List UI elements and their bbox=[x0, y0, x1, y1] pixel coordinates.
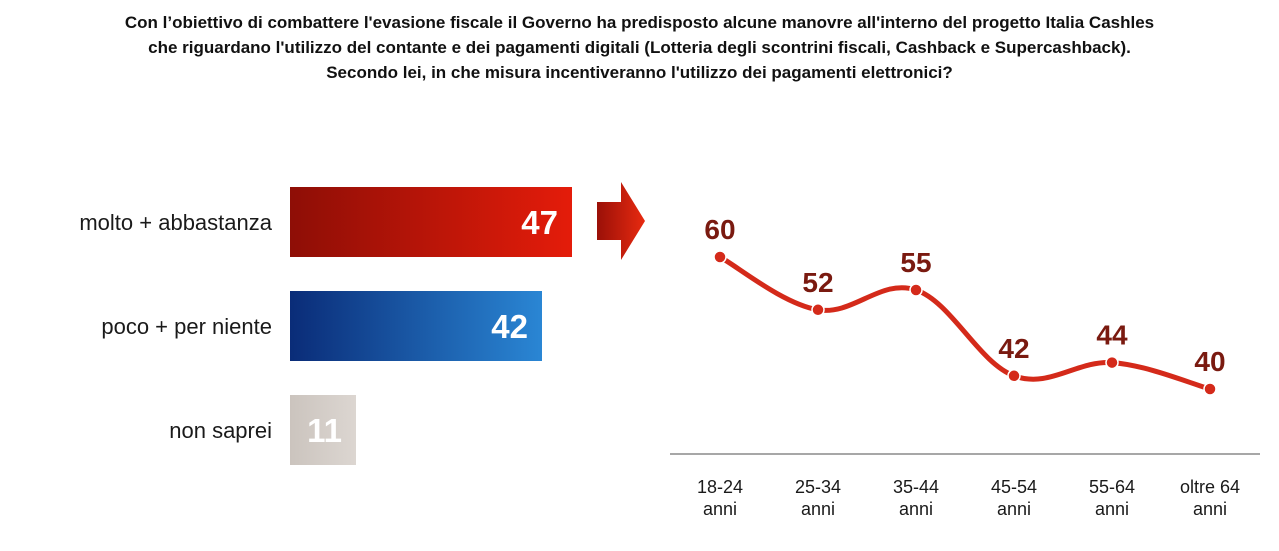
x-tick-label: anni bbox=[899, 499, 933, 519]
title-line-3: Secondo lei, in che misura incentiverann… bbox=[326, 63, 953, 82]
trend-point bbox=[811, 303, 825, 317]
bar-category-label-molto-abbastanza: molto + abbastanza bbox=[79, 210, 272, 235]
x-tick-label: anni bbox=[801, 499, 835, 519]
trend-line bbox=[717, 254, 1213, 392]
trend-value-label: 42 bbox=[998, 333, 1029, 364]
trend-value-label: 40 bbox=[1194, 346, 1225, 377]
x-tick-label: 45-54 bbox=[991, 477, 1037, 497]
x-tick-label: anni bbox=[1193, 499, 1227, 519]
x-tick-label: anni bbox=[1095, 499, 1129, 519]
bar-chart: molto + abbastanza 47 poco + per niente 42 n… bbox=[79, 187, 572, 465]
bar-poco-per-niente bbox=[290, 291, 542, 361]
title-line-2: che riguardano l'utilizzo del contante e… bbox=[148, 38, 1131, 57]
bar-molto-abbastanza bbox=[290, 187, 572, 257]
x-tick-label: oltre 64 bbox=[1180, 477, 1240, 497]
trend-value-label: 55 bbox=[900, 247, 931, 278]
x-tick-label: 55-64 bbox=[1089, 477, 1135, 497]
bar-value-label-molto-abbastanza: 47 bbox=[521, 204, 558, 241]
trend-value-label: 60 bbox=[704, 214, 735, 245]
bar-category-label-non-saprei: non saprei bbox=[169, 418, 272, 443]
x-tick-label: 25-34 bbox=[795, 477, 841, 497]
chart-title: Con l’obiettivo di combattere l'evasione… bbox=[0, 10, 1279, 85]
trend-point bbox=[713, 250, 727, 264]
trend-point bbox=[1105, 355, 1119, 370]
trend-point bbox=[1203, 382, 1217, 396]
bar-non-saprei bbox=[290, 395, 356, 465]
bar-category-label-poco-per-niente: poco + per niente bbox=[101, 314, 272, 339]
arrow-icon bbox=[597, 182, 645, 260]
x-tick-label: 18-24 bbox=[697, 477, 743, 497]
age-trend-chart: 6018-24anni5225-34anni5535-44anni4245-54… bbox=[670, 214, 1260, 519]
trend-value-label: 52 bbox=[802, 267, 833, 298]
x-tick-label: anni bbox=[997, 499, 1031, 519]
x-tick-label: 35-44 bbox=[893, 477, 939, 497]
trend-point bbox=[909, 283, 923, 297]
trend-value-label: 44 bbox=[1096, 320, 1128, 351]
bar-value-label-poco-per-niente: 42 bbox=[491, 308, 528, 345]
trend-point bbox=[1007, 369, 1021, 383]
title-line-1: Con l’obiettivo di combattere l'evasione… bbox=[124, 13, 1155, 32]
bar-value-label-non-saprei: 11 bbox=[307, 412, 342, 449]
x-tick-label: anni bbox=[703, 499, 737, 519]
